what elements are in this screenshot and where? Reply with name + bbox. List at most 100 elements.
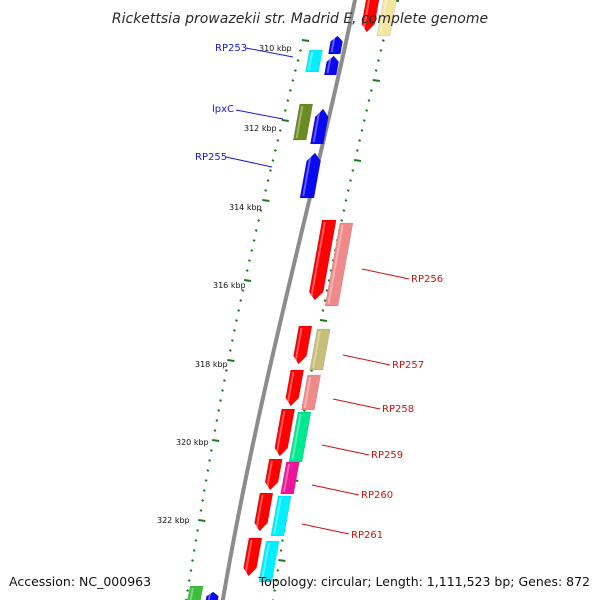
accession-text: Accession: NC_000963 (9, 574, 151, 589)
scale-tick (250, 249, 254, 252)
leader-rp257 (342, 354, 391, 366)
gene-next-a[interactable] (243, 537, 263, 577)
gene-rp258-a-highlight (286, 371, 295, 405)
gene-rp258-b-highlight (303, 376, 312, 409)
scale-tick (239, 299, 243, 302)
outer-tick (346, 189, 350, 192)
outer-tick (355, 149, 359, 152)
scale-tick (224, 369, 228, 372)
gene-rp258-a[interactable] (285, 369, 305, 407)
gene-label-rp253[interactable]: RP253 (215, 43, 247, 54)
scale-tick (271, 159, 275, 162)
gene-lpxc[interactable] (292, 103, 314, 141)
leader-rp253 (245, 47, 294, 58)
scale-tick (281, 119, 289, 122)
scale-tick (293, 69, 297, 72)
scale-tick (299, 49, 302, 52)
scale-tick (228, 349, 232, 352)
scale-tick (259, 209, 263, 212)
scale-tick (245, 269, 249, 272)
gene-rp261-a-highlight (255, 494, 264, 530)
scale-tick (269, 169, 272, 172)
scale-tick (212, 439, 220, 442)
scale-tick (241, 289, 245, 292)
gene-rp257-b-highlight (312, 330, 321, 369)
scale-tick (199, 509, 203, 512)
gene-bottom-green[interactable] (187, 585, 204, 600)
gene-rp261-a[interactable] (254, 492, 274, 532)
outer-tick (353, 159, 362, 162)
gene-rp256-b-highlight (327, 224, 344, 305)
gene-rp260-b[interactable] (280, 461, 300, 495)
scale-tick (243, 279, 252, 282)
scale-tick (248, 259, 251, 262)
scale-label-316: 316 kbp (213, 281, 246, 290)
gene-rp256-b[interactable] (324, 222, 354, 307)
scale-tick (217, 409, 221, 412)
scale-tick (213, 429, 217, 432)
gene-rp258-b[interactable] (300, 374, 322, 411)
gene-rp256-a[interactable] (308, 219, 337, 301)
leader-rp261 (301, 523, 350, 535)
gene-lpxc-highlight (295, 105, 304, 139)
scale-tick (257, 219, 261, 222)
gene-rp253-b-highlight (326, 57, 332, 74)
gene-rp253-a-highlight (330, 37, 336, 53)
gene-top-red[interactable] (361, 0, 380, 33)
scale-tick (187, 579, 191, 582)
outer-tick (377, 59, 380, 62)
scale-label-322: 322 kbp (157, 516, 190, 525)
gene-rp257-b[interactable] (309, 328, 331, 371)
gene-label-rp261[interactable]: RP261 (351, 530, 383, 541)
scale-tick (222, 379, 226, 382)
scale-tick (191, 559, 195, 562)
outer-tick (381, 39, 385, 42)
scale-tick (201, 499, 205, 502)
scale-tick (291, 79, 295, 82)
scale-tick (194, 539, 198, 542)
scale-label-310: 310 kbp (259, 44, 292, 53)
gene-label-lpxc[interactable]: lpxC (212, 104, 234, 115)
genome-summary-text: Topology: circular; Length: 1,111,523 bp… (258, 574, 590, 589)
scale-tick (219, 399, 223, 402)
outer-tick (374, 69, 378, 72)
gene-rp260-a[interactable] (264, 458, 283, 491)
gene-lpxc-b[interactable] (309, 108, 329, 145)
outer-tick (349, 179, 352, 182)
label-leaders (225, 47, 410, 535)
gene-rp261-b[interactable] (270, 495, 292, 537)
gene-rp259-a[interactable] (274, 408, 296, 457)
leader-rp258 (332, 398, 381, 410)
gene-bottom-blue[interactable] (205, 591, 219, 600)
gene-rp259-b[interactable] (288, 411, 312, 463)
scale-tick (273, 149, 277, 152)
gene-label-rp257[interactable]: RP257 (392, 360, 424, 371)
gene-label-rp260[interactable]: RP260 (361, 490, 393, 501)
gene-top-yellow-highlight (379, 0, 388, 35)
gene-rp253-a[interactable] (328, 35, 343, 55)
scale-tick (286, 99, 290, 102)
scale-tick (283, 109, 287, 112)
gene-rp256-a-highlight (310, 221, 326, 299)
gene-next-a-highlight (244, 539, 253, 575)
outer-tick (310, 369, 313, 372)
gene-rp255[interactable] (299, 152, 321, 199)
gene-next-b[interactable] (258, 540, 280, 583)
gene-rp259-a-highlight (275, 410, 286, 455)
gene-next-b-highlight (261, 542, 270, 581)
gene-rp253-b[interactable] (323, 55, 340, 76)
gene-label-rp256[interactable]: RP256 (411, 274, 443, 285)
gene-rp257-a-highlight (294, 327, 303, 363)
gene-label-rp255[interactable]: RP255 (195, 152, 227, 163)
outer-tick (358, 139, 362, 142)
outer-tick (372, 79, 380, 82)
gene-rp253-c[interactable] (305, 49, 323, 73)
gene-label-rp259[interactable]: RP259 (371, 450, 403, 461)
gene-rp257-a[interactable] (293, 325, 313, 365)
scale-tick (276, 139, 280, 142)
scale-tick (288, 89, 292, 92)
scale-track (185, 39, 310, 600)
gene-top-yellow[interactable] (376, 0, 397, 37)
outer-tick (340, 219, 344, 222)
gene-label-rp258[interactable]: RP258 (382, 404, 414, 415)
